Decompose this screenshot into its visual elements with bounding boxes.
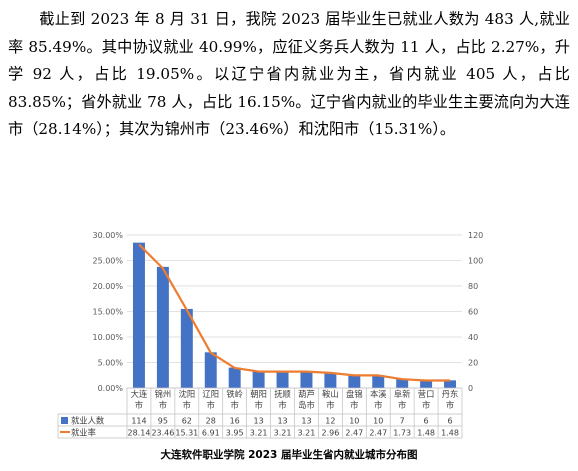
category-label: 朝阳 bbox=[250, 389, 267, 399]
table-cell-rate: 2.47 bbox=[369, 429, 387, 438]
table-cell-rate: 3.21 bbox=[274, 429, 292, 438]
left-axis-tick-label: 25.00% bbox=[92, 257, 123, 266]
table-cell-rate: 3.21 bbox=[250, 429, 268, 438]
bar bbox=[276, 371, 289, 388]
right-axis-tick-label: 60 bbox=[468, 308, 478, 317]
table-cell-count: 13 bbox=[301, 417, 311, 426]
legend-label-count: 就业人数 bbox=[71, 416, 105, 426]
category-label: 岛市 bbox=[298, 400, 315, 410]
category-label: 盘锦 bbox=[346, 389, 363, 399]
category-label: 鞍山 bbox=[322, 389, 339, 399]
table-cell-count: 10 bbox=[373, 417, 383, 426]
category-label: 市 bbox=[254, 400, 262, 410]
bar bbox=[420, 380, 433, 388]
table-cell-rate: 23.46 bbox=[151, 429, 174, 438]
table-cell-count: 6 bbox=[424, 417, 429, 426]
category-label: 沈阳 bbox=[179, 389, 196, 399]
table-cell-count: 12 bbox=[325, 417, 335, 426]
bar bbox=[132, 242, 145, 388]
right-axis-tick-label: 120 bbox=[468, 231, 483, 240]
category-label: 营口 bbox=[418, 389, 435, 399]
bar bbox=[372, 375, 385, 388]
category-label: 本溪 bbox=[370, 389, 387, 399]
category-label: 市 bbox=[159, 400, 167, 410]
category-label: 铁岭 bbox=[226, 389, 243, 399]
category-label: 市 bbox=[398, 400, 406, 410]
table-cell-rate: 15.31 bbox=[175, 429, 198, 438]
category-label: 市 bbox=[446, 400, 454, 410]
table-cell-rate: 1.48 bbox=[441, 429, 459, 438]
category-label: 大连 bbox=[131, 389, 148, 399]
bar bbox=[228, 367, 241, 388]
chart-caption: 大连软件职业学院 2023 届毕业生省内就业城市分布图 bbox=[160, 449, 418, 461]
category-label: 市 bbox=[207, 400, 215, 410]
category-label: 锦州 bbox=[155, 389, 172, 399]
right-axis-tick-label: 80 bbox=[468, 282, 478, 291]
table-cell-count: 62 bbox=[182, 417, 192, 426]
category-label: 市 bbox=[422, 400, 430, 410]
table-cell-rate: 1.73 bbox=[393, 429, 411, 438]
table-cell-count: 13 bbox=[254, 417, 264, 426]
category-label: 市 bbox=[326, 400, 334, 410]
table-cell-rate: 28.14 bbox=[128, 429, 151, 438]
table-cell-count: 10 bbox=[349, 417, 359, 426]
left-axis-tick-label: 5.00% bbox=[98, 359, 124, 368]
bar bbox=[348, 375, 361, 388]
category-label: 市 bbox=[278, 400, 286, 410]
category-label: 市 bbox=[231, 400, 239, 410]
category-label: 市 bbox=[183, 400, 191, 410]
city-distribution-chart: 0.00% 5.00% 10.00% 15.00% 20.00% 25.00% 30.00%… bbox=[57, 231, 483, 439]
table-cell-count: 16 bbox=[230, 417, 240, 426]
left-axis-tick-label: 30.00% bbox=[92, 231, 123, 240]
bar bbox=[300, 371, 313, 388]
table-cell-rate: 3.21 bbox=[298, 429, 316, 438]
legend-label-rate: 就业率 bbox=[71, 428, 96, 438]
table-cell-rate: 2.96 bbox=[321, 429, 339, 438]
left-axis-tick-label: 10.00% bbox=[92, 333, 123, 342]
table-cell-count: 13 bbox=[277, 417, 287, 426]
left-axis-tick-label: 20.00% bbox=[92, 282, 123, 291]
legend-key-bars bbox=[61, 417, 68, 424]
bar bbox=[252, 371, 265, 388]
table-cell-rate: 1.48 bbox=[417, 429, 435, 438]
category-label: 市 bbox=[350, 400, 358, 410]
table-cell-count: 28 bbox=[206, 417, 216, 426]
category-label: 阜新 bbox=[394, 389, 411, 399]
right-axis-tick-label: 0 bbox=[468, 384, 473, 393]
table-cell-rate: 6.91 bbox=[202, 429, 220, 438]
category-label: 辽阳 bbox=[202, 389, 219, 399]
left-axis-tick-label: 0.00% bbox=[98, 384, 124, 393]
category-label: 丹东 bbox=[442, 389, 459, 399]
table-cell-count: 95 bbox=[158, 417, 168, 426]
bar bbox=[180, 308, 193, 388]
bar bbox=[204, 352, 217, 388]
right-axis-tick-label: 20 bbox=[468, 359, 478, 368]
rate-line bbox=[138, 243, 450, 382]
category-label: 市 bbox=[135, 400, 143, 410]
bar bbox=[396, 379, 409, 388]
bar bbox=[156, 266, 169, 388]
category-label: 市 bbox=[374, 400, 382, 410]
category-label: 抚顺 bbox=[274, 389, 291, 399]
category-label: 葫芦 bbox=[298, 389, 315, 399]
table-cell-count: 6 bbox=[447, 417, 452, 426]
table-cell-count: 7 bbox=[400, 417, 405, 426]
left-axis-tick-label: 15.00% bbox=[92, 308, 123, 317]
right-axis-tick-label: 40 bbox=[468, 333, 478, 342]
right-axis-tick-label: 100 bbox=[468, 257, 483, 266]
table-cell-rate: 2.47 bbox=[345, 429, 363, 438]
table-cell-rate: 3.95 bbox=[226, 429, 244, 438]
summary-paragraph: 截止到 2023 年 8 月 31 日，我院 2023 届毕业生已就业人数为 4… bbox=[8, 6, 570, 144]
summary-text: 截止到 2023 年 8 月 31 日，我院 2023 届毕业生已就业人数为 4… bbox=[8, 10, 570, 138]
bar bbox=[444, 380, 457, 388]
table-cell-count: 114 bbox=[131, 417, 146, 426]
bar bbox=[324, 372, 337, 388]
